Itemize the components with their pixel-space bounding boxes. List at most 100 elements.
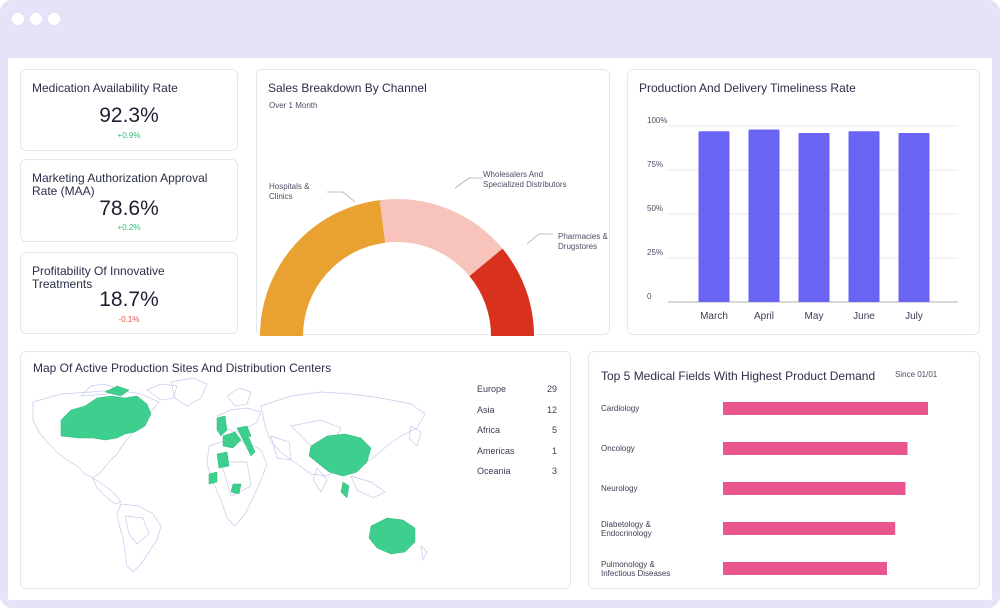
kpi-value: 18.7%	[99, 288, 159, 311]
region-count: 1	[551, 446, 557, 456]
country-france	[222, 431, 242, 449]
x-tick-label: June	[853, 311, 875, 322]
bar[interactable]	[723, 482, 906, 495]
bar[interactable]	[848, 131, 880, 302]
medical-fields-bar-chart: Cardiology Oncology Neurology Diabetology &…	[601, 402, 928, 578]
active-countries	[60, 385, 416, 555]
donut-label-pharmacies: Pharmacies & Drugstores	[558, 232, 608, 251]
bar[interactable]	[898, 133, 930, 302]
sales-breakdown-subtitle: Over 1 Month	[269, 101, 318, 110]
category-label: Diabetology & Endocrinology	[601, 520, 652, 538]
country-uk	[216, 415, 228, 437]
country-north-africa	[216, 451, 230, 469]
label-leader-line	[327, 191, 356, 203]
country-australia	[368, 517, 416, 555]
region-name: Europe	[477, 384, 507, 394]
donut-segment[interactable]	[260, 200, 386, 336]
region-name: Americas	[477, 446, 515, 456]
bar[interactable]	[723, 522, 896, 535]
country-italy	[242, 437, 256, 457]
medical-fields-card: Top 5 Medical Fields With Highest Produc…	[588, 351, 980, 589]
x-tick-label: March	[700, 311, 728, 322]
region-row[interactable]: Africa 5	[477, 425, 557, 435]
kpi-value: 92.3%	[99, 104, 159, 127]
donut-label-wholesalers: Wholesalers And Specialized Distributors	[483, 170, 567, 189]
chart-bars	[698, 129, 930, 302]
medical-fields-since: Since 01/01	[895, 370, 938, 379]
chart-bars	[723, 402, 928, 575]
production-timeliness-title: Production And Delivery Timeliness Rate	[639, 81, 856, 95]
bar[interactable]	[723, 442, 908, 455]
kpi-title: Medication Availability Rate	[32, 81, 178, 95]
window-dot-icon[interactable]	[12, 13, 24, 25]
bar[interactable]	[698, 131, 730, 302]
country-southeast-asia	[340, 481, 350, 499]
bar[interactable]	[723, 402, 928, 415]
region-row[interactable]: Europe 29	[477, 384, 557, 394]
category-label: Oncology	[601, 444, 635, 453]
donut-segments	[260, 199, 534, 336]
window-dot-icon[interactable]	[30, 13, 42, 25]
y-tick-label: 0	[647, 292, 652, 301]
region-row[interactable]: Asia 12	[477, 405, 557, 415]
sales-breakdown-title: Sales Breakdown By Channel	[268, 81, 427, 95]
production-bar-chart: 0 25% 50% 75% 100% March April May June July	[647, 116, 958, 322]
country-west-africa	[208, 471, 218, 485]
region-row[interactable]: Americas 1	[477, 446, 557, 456]
donut-segment[interactable]	[469, 248, 534, 336]
region-row[interactable]: Oceania 3	[477, 466, 557, 476]
y-tick-label: 100%	[647, 116, 667, 125]
region-name: Oceania	[477, 466, 511, 476]
sales-donut-chart	[260, 177, 553, 336]
bar[interactable]	[798, 133, 830, 302]
country-germany	[236, 425, 252, 441]
kpi-card-medication-availability: Medication Availability Rate 92.3% +0.9%	[20, 69, 238, 151]
window-dot-icon[interactable]	[48, 13, 60, 25]
window-titlebar	[0, 0, 1000, 58]
donut-label-hospitals: Hospitals & Clinics	[269, 182, 310, 201]
map-title: Map Of Active Production Sites And Distr…	[33, 361, 332, 375]
map-card: Map Of Active Production Sites And Distr…	[20, 351, 571, 589]
region-count: 29	[546, 384, 557, 394]
region-name: Asia	[477, 405, 495, 415]
label-leader-line	[526, 233, 553, 245]
medical-fields-title: Top 5 Medical Fields With Highest Produc…	[601, 369, 876, 383]
dashboard: Medication Availability Rate 92.3% +0.9%…	[8, 58, 992, 600]
region-name: Africa	[477, 425, 501, 435]
x-tick-label: April	[754, 311, 774, 322]
production-timeliness-card: Production And Delivery Timeliness Rate …	[627, 69, 980, 335]
x-tick-label: May	[805, 311, 824, 322]
kpi-value: 78.6%	[99, 197, 159, 220]
category-label: Cardiology	[601, 404, 639, 413]
x-tick-label: July	[905, 311, 923, 322]
chart-labels: 0 25% 50% 75% 100% March April May June July	[647, 116, 923, 322]
category-label: Pulmonology & Infectious Diseases	[601, 560, 670, 578]
region-count: 3	[551, 466, 557, 476]
y-tick-label: 50%	[647, 204, 663, 213]
country-china	[308, 433, 372, 477]
donut-segment[interactable]	[379, 199, 503, 277]
kpi-delta: +0.2%	[117, 223, 141, 232]
country-canada	[60, 395, 152, 441]
country-central-africa	[230, 483, 242, 495]
label-leader-line	[454, 177, 483, 189]
kpi-card-innovative-profitability: Profitability Of Innovative Treatments 1…	[20, 252, 238, 334]
kpi-delta: +0.9%	[117, 131, 141, 140]
country-canada-islands	[104, 385, 130, 397]
region-count: 5	[551, 425, 557, 435]
category-label: Neurology	[601, 484, 637, 493]
world-map[interactable]	[21, 376, 441, 576]
region-list: Europe 29 Asia 12 Africa 5 Americas 1 Oc…	[477, 384, 557, 484]
bar[interactable]	[748, 129, 780, 302]
bar[interactable]	[723, 562, 887, 575]
kpi-delta: -0.1%	[118, 315, 140, 324]
y-tick-label: 75%	[647, 160, 663, 169]
kpi-title: Marketing Authorization Approval Rate (M…	[32, 171, 208, 198]
y-tick-label: 25%	[647, 248, 663, 257]
kpi-card-maa-approval: Marketing Authorization Approval Rate (M…	[20, 159, 238, 242]
region-count: 12	[546, 405, 557, 415]
kpi-title: Profitability Of Innovative Treatments	[32, 264, 165, 291]
sales-breakdown-card: Sales Breakdown By Channel Over 1 Month …	[256, 69, 610, 336]
chart-labels: Cardiology Oncology Neurology Diabetology &…	[601, 404, 670, 578]
